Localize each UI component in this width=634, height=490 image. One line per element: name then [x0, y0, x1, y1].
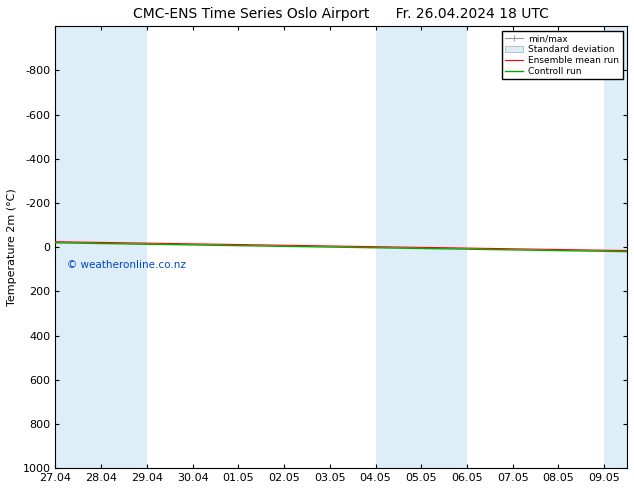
Bar: [375, 26, 421, 468]
Title: CMC-ENS Time Series Oslo Airport      Fr. 26.04.2024 18 UTC: CMC-ENS Time Series Oslo Airport Fr. 26.…: [133, 7, 549, 21]
Legend: min/max, Standard deviation, Ensemble mean run, Controll run: min/max, Standard deviation, Ensemble me…: [501, 31, 623, 79]
Y-axis label: Temperature 2m (°C): Temperature 2m (°C): [7, 188, 17, 306]
Bar: [421, 26, 467, 468]
Bar: [55, 26, 101, 468]
Bar: [604, 26, 627, 468]
Bar: [101, 26, 147, 468]
Text: © weatheronline.co.nz: © weatheronline.co.nz: [67, 260, 186, 270]
